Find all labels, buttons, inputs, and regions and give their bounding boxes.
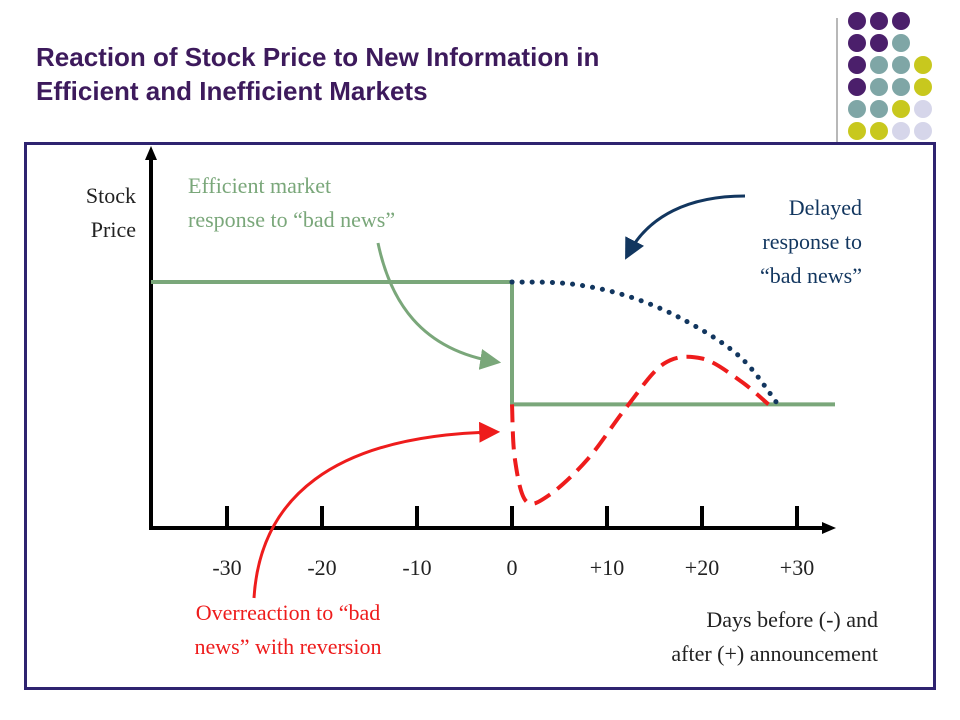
slide-title: Reaction of Stock Price to New Informati… (36, 40, 796, 108)
annotation-arrow-overreaction (252, 421, 501, 599)
decorative-dot (892, 12, 910, 30)
y-axis-arrowhead (145, 146, 157, 160)
decorative-dot (848, 78, 866, 96)
decorative-dot (914, 56, 932, 74)
decorative-dot (892, 122, 910, 140)
series-line-overreaction (510, 354, 770, 506)
x-tick-label: -10 (402, 555, 431, 580)
decorative-dot (848, 100, 866, 118)
x-tick-label: -20 (307, 555, 336, 580)
decorative-dot (870, 34, 888, 52)
decorative-dot (892, 78, 910, 96)
x-axis-label: Days before (-) and (706, 607, 878, 632)
decorative-dot (848, 34, 866, 52)
chart-panel (24, 142, 936, 690)
series-line-efficient (151, 280, 835, 407)
annotation-efficient: Efficient market (188, 173, 331, 198)
annotation-arrow-efficient (376, 242, 502, 370)
decorative-dot (914, 100, 932, 118)
series-line-delayed (509, 279, 781, 407)
title-line-2: Efficient and Inefficient Markets (36, 76, 428, 106)
decorative-dot (848, 12, 866, 30)
annotation-delayed: response to (762, 229, 862, 254)
decorative-dot (870, 100, 888, 118)
decorative-dot (914, 78, 932, 96)
annotation-delayed: “bad news” (760, 263, 862, 288)
annotation-efficient: response to “bad news” (188, 207, 395, 232)
title-line-1: Reaction of Stock Price to New Informati… (36, 42, 600, 72)
divider-line (836, 18, 838, 142)
y-axis-label: Stock (86, 183, 136, 208)
annotation-delayed: Delayed (789, 195, 862, 220)
annotation-overreaction: Overreaction to “bad (196, 600, 380, 625)
decorative-dot (914, 122, 932, 140)
x-tick-label: +20 (685, 555, 719, 580)
annotation-overreaction: news” with reversion (195, 634, 382, 659)
decorative-dot (870, 56, 888, 74)
decorative-dot (870, 12, 888, 30)
decorative-dot (892, 56, 910, 74)
x-tick-label: -30 (212, 555, 241, 580)
decorative-dot (892, 34, 910, 52)
decorative-dot (870, 78, 888, 96)
decorative-dot (848, 56, 866, 74)
decorative-dot (848, 122, 866, 140)
annotation-arrow-delayed (625, 194, 746, 260)
x-axis-label: after (+) announcement (671, 641, 878, 666)
x-tick-label: 0 (507, 555, 518, 580)
decorative-dot (870, 122, 888, 140)
y-axis-label: Price (91, 217, 136, 242)
decorative-dot (892, 100, 910, 118)
x-tick-label: +10 (590, 555, 624, 580)
x-axis-arrowhead (822, 522, 836, 534)
x-tick-label: +30 (780, 555, 814, 580)
